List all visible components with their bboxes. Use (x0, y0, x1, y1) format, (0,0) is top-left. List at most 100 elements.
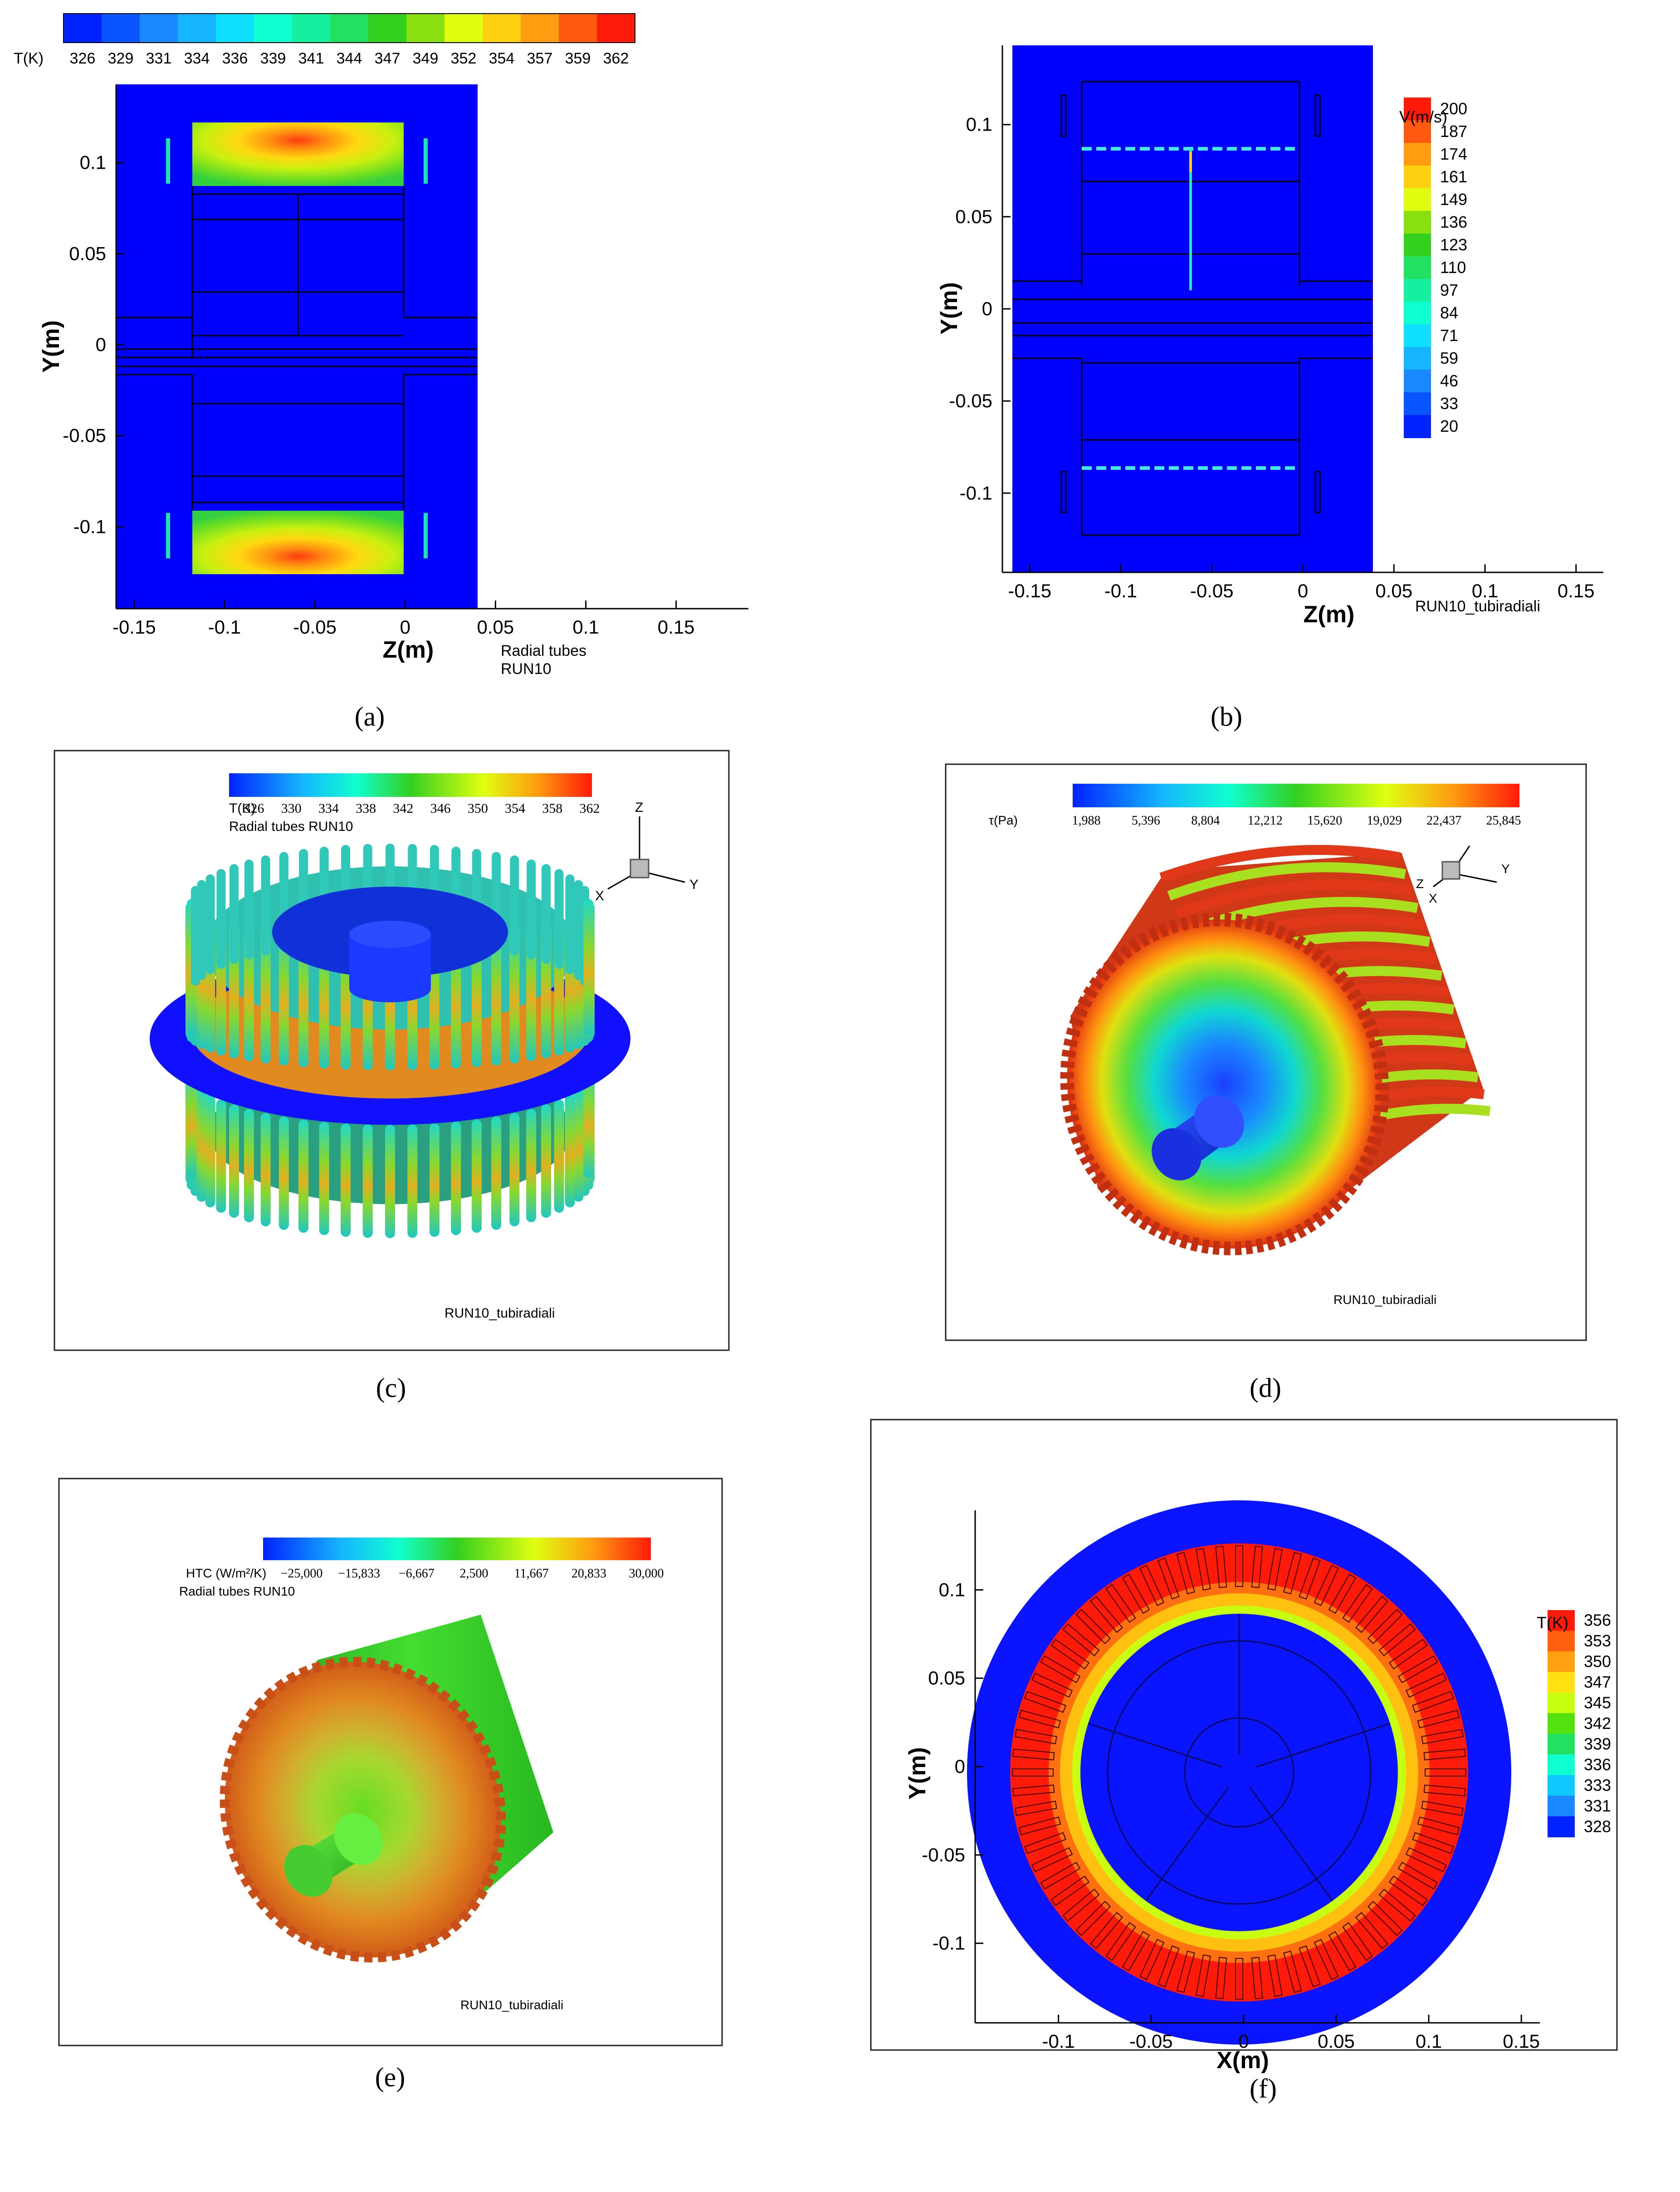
colorbar-a-swatch (444, 14, 483, 43)
colorbar-d (1073, 784, 1519, 807)
colorbar-e-tick-label: −6,667 (399, 1567, 435, 1581)
panel-e: HTC (W/m²/K) −25,000 −15,833 −6,667 2,500 11… (58, 1478, 723, 2092)
plot-f-ytick-label: -0.05 (922, 1844, 965, 1865)
colorbar-a-swatch (178, 14, 216, 43)
plot-b-xtick-label: 0.1 (1472, 580, 1498, 601)
colorbar-f-swatch (1548, 1631, 1575, 1652)
colorbar-b-swatch (1404, 234, 1431, 257)
colorbar-a-tick-label: 341 (298, 50, 324, 67)
triad-c-y: Y (689, 877, 698, 892)
colorbar-f-tick-label: 345 (1584, 1694, 1611, 1712)
plot-b-xtick-label: -0.1 (1104, 580, 1137, 601)
colorbar-a-swatch (597, 14, 635, 43)
colorbar-b-swatch (1404, 324, 1431, 347)
panel-d: τ(Pa) 1,988 5,396 8,804 12,212 15,620 19,029 2… (945, 763, 1587, 1403)
colorbar-a-swatch (254, 14, 293, 43)
plot-a-xtick-label: 0.15 (658, 616, 695, 638)
plot-b-ytick-label: 0 (982, 298, 992, 319)
colorbar-b-swatch (1404, 302, 1431, 325)
plot-b-xtick-label: -0.05 (1190, 580, 1234, 601)
colorbar-f-tick-label: 336 (1584, 1755, 1611, 1774)
plot-f-ticks: -0.1 -0.05 0 0.05 0.1 0.15 0.1 0.05 0 -0.05 -0.1 (922, 1579, 1540, 2052)
colorbar-b-tick-label: 187 (1440, 122, 1467, 141)
colorbar-a-tick-label: 347 (375, 50, 400, 67)
colorbar-d-tick-label: 1,988 (1072, 814, 1101, 828)
colorbar-b-tick-label: 46 (1440, 371, 1458, 390)
colorbar-c-tick-label: 354 (505, 801, 525, 816)
colorbar-c-tick-label: 358 (542, 801, 562, 816)
colorbar-e-ticks: −25,000 −15,833 −6,667 2,500 11,667 20,833 30,… (281, 1567, 664, 1581)
plot-b-xtick-label: -0.15 (1008, 580, 1051, 601)
plot-a-annotation-1: Radial tubes (501, 642, 586, 659)
plot-b-xtick-label: 0.15 (1558, 580, 1595, 601)
colorbar-c-tick-label: 326 (244, 801, 264, 816)
plot-f-xtick-label: 0.15 (1503, 2031, 1540, 2052)
plot-b-xlabel: Z(m) (1304, 601, 1355, 628)
colorbar-a-tick-label: 339 (260, 50, 286, 67)
colorbar-f-swatch (1548, 1796, 1575, 1817)
colorbar-b-tick-label: 20 (1440, 417, 1458, 435)
colorbar-a-swatch (216, 14, 254, 43)
plot-b-ticks: -0.15 -0.1 -0.05 0 0.05 0.1 0.15 0.1 0.05 0 -0.05 -… (949, 114, 1594, 601)
plot-a-slot-lr (424, 513, 428, 558)
colorbar-b: 200 187 174 161 149 136 123 110 97 84 71 59 46 33 20 (1404, 98, 1467, 438)
colorbar-c-tick-label: 342 (393, 801, 413, 816)
panel-label-d: (d) (1250, 1373, 1281, 1403)
colorbar-b-swatch (1404, 143, 1431, 166)
colorbar-b-tick-label: 123 (1440, 235, 1467, 254)
colorbar-a-swatch (483, 14, 521, 43)
colorbar-f-tick-label: 331 (1584, 1797, 1611, 1815)
colorbar-b-swatch (1404, 370, 1431, 393)
colorbar-a-swatch (406, 14, 445, 43)
colorbar-b-tick-label: 174 (1440, 145, 1467, 163)
colorbar-d-tick-label: 15,620 (1307, 814, 1342, 828)
colorbar-b-swatch (1404, 98, 1431, 121)
colorbar-b-swatch (1404, 415, 1431, 438)
colorbar-c-ticks: 326 330 334 338 342 346 350 354 358 362 (244, 801, 600, 816)
colorbar-f-swatch (1548, 1672, 1575, 1693)
colorbar-f-tick-label: 328 (1584, 1817, 1611, 1836)
colorbar-c-tick-label: 334 (318, 801, 339, 816)
panel-a: 326 329 331 334 336 339 341 344 347 349 352 354 357 3… (14, 13, 748, 732)
plot-f-ytick-label: 0.05 (928, 1667, 965, 1689)
colorbar-a-swatch (102, 14, 140, 43)
colorbar-c-tick-label: 346 (430, 801, 451, 816)
colorbar-b-tick-label: 200 (1440, 99, 1467, 118)
plot-a-xtick-label: 0.05 (477, 616, 514, 638)
colorbar-a-swatch (63, 14, 102, 43)
colorbar-f-tick-label: 342 (1584, 1714, 1611, 1733)
colorbar-a-tick-label: 362 (603, 50, 629, 67)
colorbar-e-tick-label: 11,667 (514, 1567, 549, 1581)
colorbar-f-tick-label: 333 (1584, 1776, 1611, 1794)
colorbar-f-swatch (1548, 1610, 1575, 1631)
colorbar-c-tick-label: 338 (356, 801, 376, 816)
colorbar-e (263, 1538, 651, 1560)
colorbar-c-label: T(K) (229, 801, 255, 816)
panel-e-rotor-model (220, 1615, 553, 1963)
plot-a-ytick-label: 0.1 (80, 152, 106, 173)
colorbar-a-label: T(K) (14, 50, 44, 67)
triad-d-x: X (1429, 891, 1437, 905)
colorbar-d-tick-label: 12,212 (1248, 814, 1283, 828)
plot-f-xlabel: X(m) (1216, 2047, 1269, 2074)
colorbar-f-swatch (1548, 1775, 1575, 1797)
colorbar-f-label: T(K) (1537, 1613, 1568, 1632)
plot-f-xtick-label: 0.1 (1416, 2031, 1442, 2052)
colorbar-e-tick-label: 30,000 (629, 1567, 664, 1581)
plot-a-ylabel: Y(m) (38, 320, 64, 373)
colorbar-d-tick-label: 5,396 (1132, 814, 1160, 828)
colorbar-a: 326 329 331 334 336 339 341 344 347 349 352 354 357 3… (63, 13, 635, 67)
plot-f-ytick-label: -0.1 (933, 1933, 965, 1954)
colorbar-c-tick-label: 362 (580, 801, 600, 816)
colorbar-a-tick-label: 359 (565, 50, 591, 67)
colorbar-a-tick-label: 326 (70, 50, 96, 67)
panel-c-rotor-model (150, 844, 630, 1238)
plot-f-xtick-label: 0.05 (1318, 2031, 1355, 2052)
colorbar-f-tick-label: 350 (1584, 1652, 1611, 1671)
plot-a-slot-ul (166, 138, 170, 184)
colorbar-d-tick-label: 22,437 (1426, 814, 1461, 828)
colorbar-e-tick-label: 20,833 (571, 1567, 606, 1581)
plot-a-slot-ur (424, 138, 428, 184)
